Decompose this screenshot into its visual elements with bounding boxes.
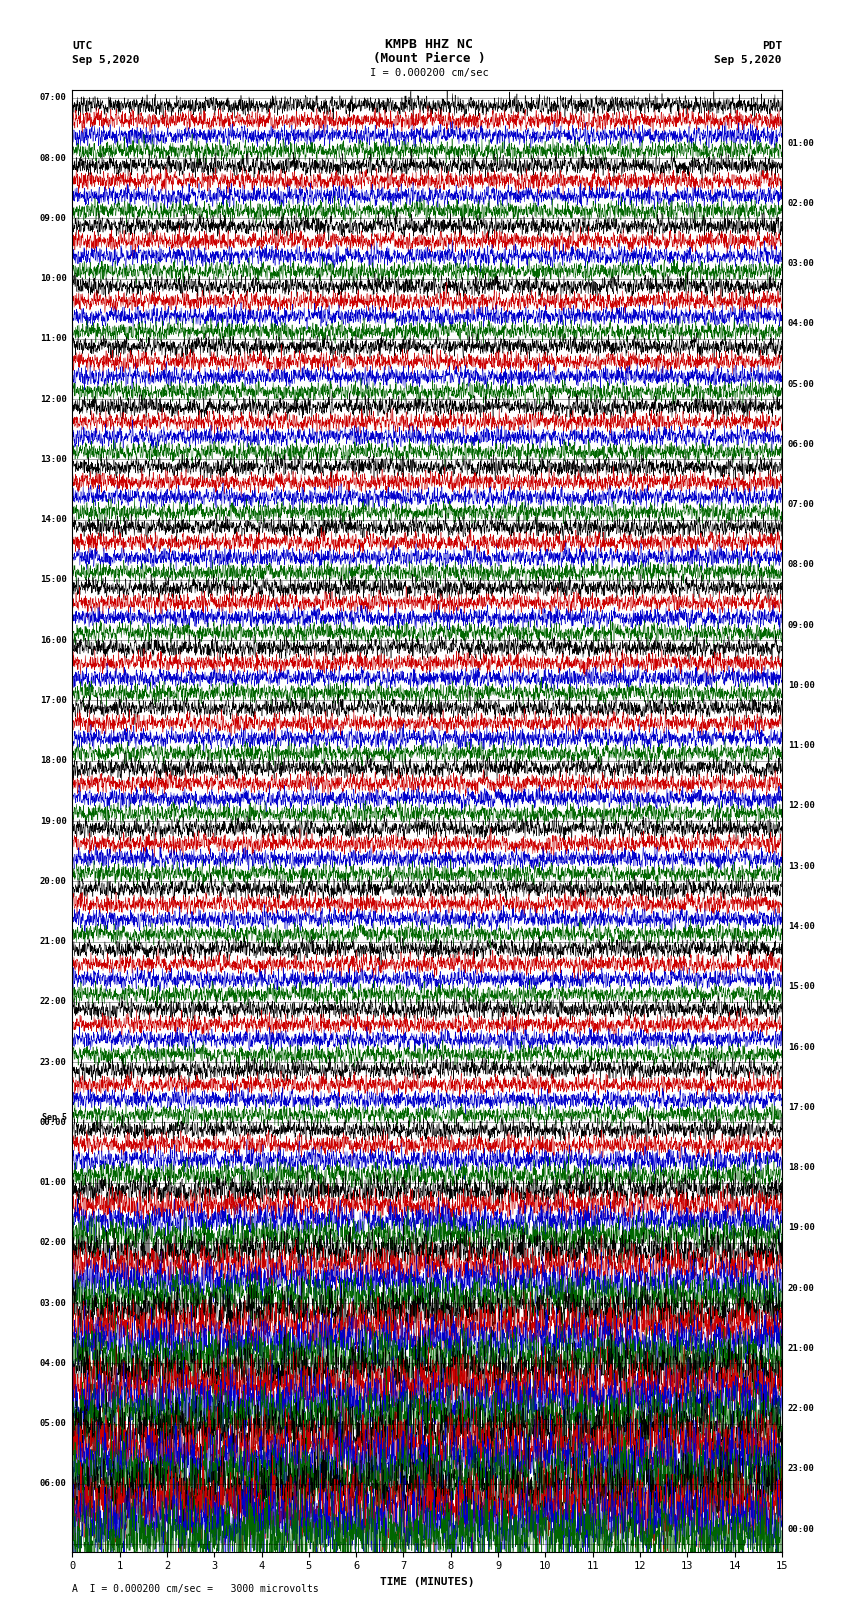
Text: 22:00: 22:00 <box>788 1403 814 1413</box>
Text: 10:00: 10:00 <box>40 274 66 284</box>
Text: 20:00: 20:00 <box>788 1284 814 1292</box>
Text: 02:00: 02:00 <box>788 198 814 208</box>
Text: 05:00: 05:00 <box>40 1419 66 1428</box>
Text: A  I = 0.000200 cm/sec =   3000 microvolts: A I = 0.000200 cm/sec = 3000 microvolts <box>72 1584 319 1594</box>
Text: 12:00: 12:00 <box>788 802 814 810</box>
Text: 21:00: 21:00 <box>40 937 66 947</box>
Text: Sep 5,2020: Sep 5,2020 <box>715 55 782 65</box>
Text: 06:00: 06:00 <box>40 1479 66 1489</box>
Text: 23:00: 23:00 <box>40 1058 66 1066</box>
Text: 14:00: 14:00 <box>788 923 814 931</box>
X-axis label: TIME (MINUTES): TIME (MINUTES) <box>380 1578 474 1587</box>
Text: 17:00: 17:00 <box>788 1103 814 1111</box>
Text: 11:00: 11:00 <box>788 742 814 750</box>
Text: KMPB HHZ NC: KMPB HHZ NC <box>385 37 473 50</box>
Text: 13:00: 13:00 <box>788 861 814 871</box>
Text: 01:00: 01:00 <box>40 1177 66 1187</box>
Text: 21:00: 21:00 <box>788 1344 814 1353</box>
Text: 12:00: 12:00 <box>40 395 66 403</box>
Text: 17:00: 17:00 <box>40 695 66 705</box>
Text: 08:00: 08:00 <box>788 560 814 569</box>
Text: 22:00: 22:00 <box>40 997 66 1007</box>
Text: 07:00: 07:00 <box>40 94 66 102</box>
Text: 18:00: 18:00 <box>788 1163 814 1173</box>
Text: Sep 5,2020: Sep 5,2020 <box>72 55 139 65</box>
Text: 08:00: 08:00 <box>40 153 66 163</box>
Text: I = 0.000200 cm/sec: I = 0.000200 cm/sec <box>370 68 489 77</box>
Text: 02:00: 02:00 <box>40 1239 66 1247</box>
Text: (Mount Pierce ): (Mount Pierce ) <box>373 52 485 65</box>
Text: 20:00: 20:00 <box>40 877 66 886</box>
Text: Sep 5: Sep 5 <box>42 1113 66 1121</box>
Text: 01:00: 01:00 <box>788 139 814 147</box>
Text: 04:00: 04:00 <box>788 319 814 329</box>
Text: 09:00: 09:00 <box>40 215 66 223</box>
Text: 07:00: 07:00 <box>788 500 814 510</box>
Text: 15:00: 15:00 <box>788 982 814 992</box>
Text: 03:00: 03:00 <box>788 260 814 268</box>
Text: 18:00: 18:00 <box>40 756 66 765</box>
Text: UTC: UTC <box>72 40 93 50</box>
Text: 00:00: 00:00 <box>788 1524 814 1534</box>
Text: 03:00: 03:00 <box>40 1298 66 1308</box>
Text: 14:00: 14:00 <box>40 515 66 524</box>
Text: 06:00: 06:00 <box>788 440 814 448</box>
Text: 11:00: 11:00 <box>40 334 66 344</box>
Text: 10:00: 10:00 <box>788 681 814 690</box>
Text: 13:00: 13:00 <box>40 455 66 465</box>
Text: 05:00: 05:00 <box>788 379 814 389</box>
Text: 19:00: 19:00 <box>788 1223 814 1232</box>
Text: 15:00: 15:00 <box>40 576 66 584</box>
Text: 19:00: 19:00 <box>40 816 66 826</box>
Text: PDT: PDT <box>762 40 782 50</box>
Text: 00:00: 00:00 <box>40 1118 66 1127</box>
Text: 23:00: 23:00 <box>788 1465 814 1473</box>
Text: 16:00: 16:00 <box>40 636 66 645</box>
Text: 09:00: 09:00 <box>788 621 814 629</box>
Text: 16:00: 16:00 <box>788 1042 814 1052</box>
Text: 04:00: 04:00 <box>40 1358 66 1368</box>
